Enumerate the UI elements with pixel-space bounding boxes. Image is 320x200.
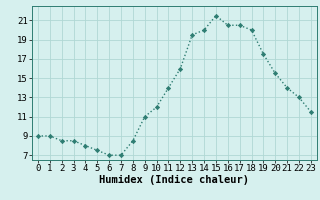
X-axis label: Humidex (Indice chaleur): Humidex (Indice chaleur) xyxy=(100,175,249,185)
